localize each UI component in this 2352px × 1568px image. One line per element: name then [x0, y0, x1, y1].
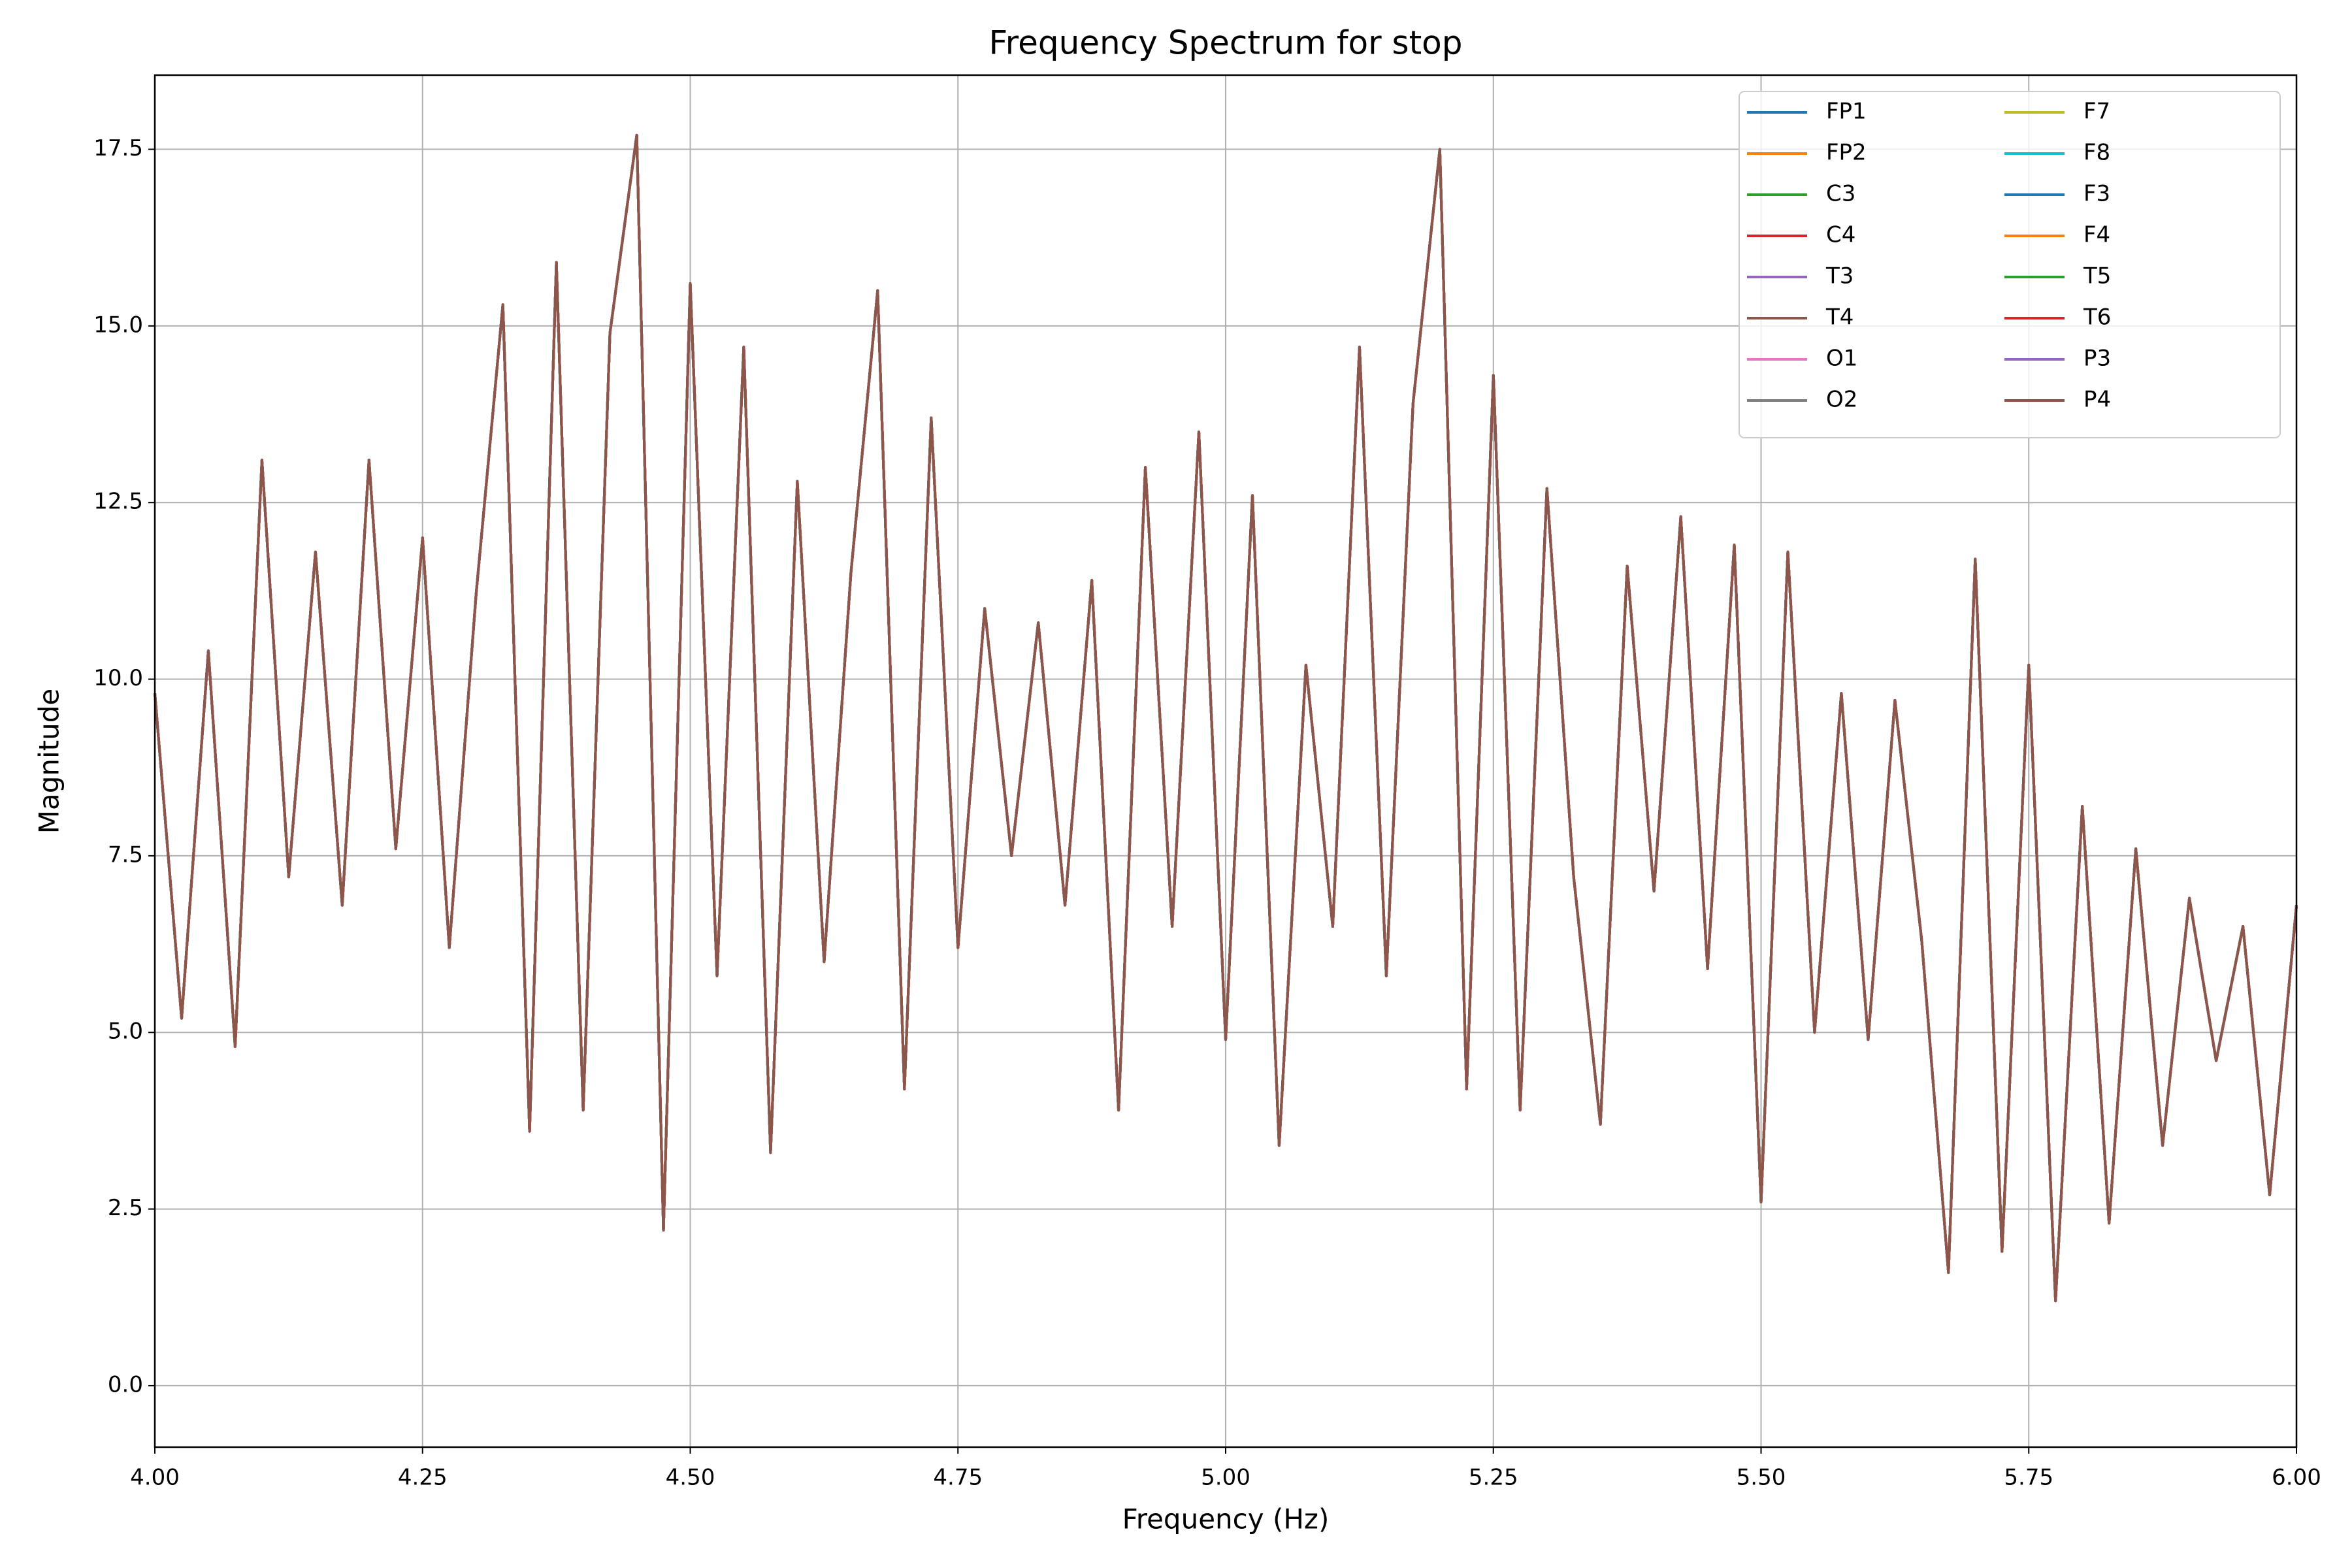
x-tick-label: 4.00	[130, 1465, 180, 1491]
y-tick-label: 12.5	[93, 489, 143, 515]
legend-label: F3	[2083, 181, 2110, 207]
y-tick-label: 17.5	[93, 135, 143, 161]
legend-label: O2	[1826, 387, 1857, 413]
legend-label: C3	[1826, 181, 1855, 207]
x-tick-label: 4.25	[398, 1465, 448, 1491]
legend-label: FP1	[1826, 99, 1867, 125]
x-tick-label: 5.75	[2004, 1465, 2053, 1491]
x-tick-label: 4.75	[933, 1465, 983, 1491]
y-tick-label: 2.5	[108, 1195, 143, 1221]
legend: FP1 FP2 C3 C4 T3 T4 O1 O2 F7 F8 F3 F4 T5 T6 P3 P4	[1739, 91, 2281, 438]
y-tick-label: 7.5	[108, 841, 143, 868]
x-tick-label: 5.00	[1201, 1465, 1250, 1491]
legend-label: O1	[1826, 346, 1857, 372]
x-axis-label: Frequency (Hz)	[1122, 1503, 1330, 1535]
legend-label: F7	[2083, 99, 2110, 125]
y-axis-label: Magnitude	[33, 689, 65, 834]
legend-label: T4	[1825, 304, 1854, 331]
ticks: 4.00 4.25 4.50 4.75 5.00 5.25 5.50 5.75 6.00 0.0 2…	[93, 135, 2321, 1490]
legend-label: P4	[2083, 387, 2111, 413]
y-tick-label: 0.0	[108, 1371, 143, 1397]
legend-label: T3	[1825, 263, 1854, 289]
chart-title: Frequency Spectrum for stop	[989, 24, 1463, 62]
legend-label: C4	[1826, 222, 1855, 248]
series-line	[154, 133, 2298, 1303]
y-tick-label: 10.0	[93, 665, 143, 691]
x-tick-label: 4.50	[666, 1465, 715, 1491]
plot-lines	[154, 133, 2298, 1303]
legend-label: T6	[2083, 304, 2111, 331]
legend-box	[1739, 91, 2281, 438]
legend-label: F4	[2083, 222, 2110, 248]
legend-label: FP2	[1826, 140, 1867, 166]
y-tick-label: 15.0	[93, 312, 143, 338]
legend-label: T5	[2083, 263, 2111, 289]
x-tick-label: 5.50	[1737, 1465, 1786, 1491]
legend-label: P3	[2083, 346, 2111, 372]
x-tick-label: 5.25	[1469, 1465, 1518, 1491]
x-tick-label: 6.00	[2272, 1465, 2321, 1491]
legend-label: F8	[2083, 140, 2110, 166]
y-tick-label: 5.0	[108, 1019, 143, 1045]
